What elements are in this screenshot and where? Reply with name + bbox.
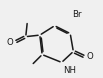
Text: O: O [86,52,93,61]
Text: O: O [7,38,14,47]
Text: NH: NH [64,66,77,74]
Text: Br: Br [73,10,82,19]
